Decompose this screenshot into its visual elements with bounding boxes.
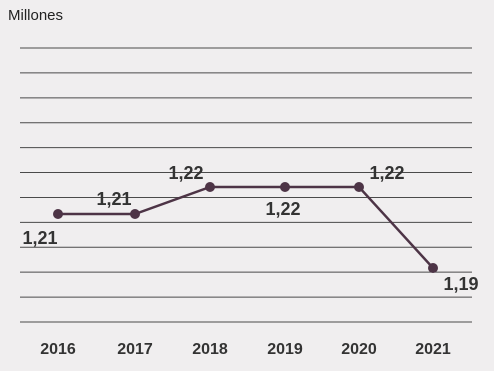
data-label: 1,22 [265,199,300,219]
data-label: 1,22 [168,163,203,183]
x-tick-label: 2016 [40,341,76,358]
x-tick-label: 2021 [415,341,451,358]
data-label: 1,21 [96,189,131,209]
data-point [428,263,438,273]
x-tick-label: 2017 [117,341,153,358]
data-points [53,182,438,273]
data-point [205,182,215,192]
data-label: 1,21 [22,228,57,248]
x-tick-label: 2020 [341,341,377,358]
data-labels: 1,21 1,21 1,22 1,22 1,22 1,19 [22,163,478,294]
data-point [280,182,290,192]
x-axis-ticks: 2016 2017 2018 2019 2020 2021 [40,341,451,358]
data-point [130,209,140,219]
series-line [58,185,434,269]
x-tick-label: 2018 [192,341,228,358]
data-label: 1,22 [369,163,404,183]
data-point [53,209,63,219]
data-point [354,182,364,192]
data-label: 1,19 [443,274,478,294]
x-tick-label: 2019 [267,341,303,358]
gridlines [20,47,472,323]
unit-label: Millones [8,7,63,24]
